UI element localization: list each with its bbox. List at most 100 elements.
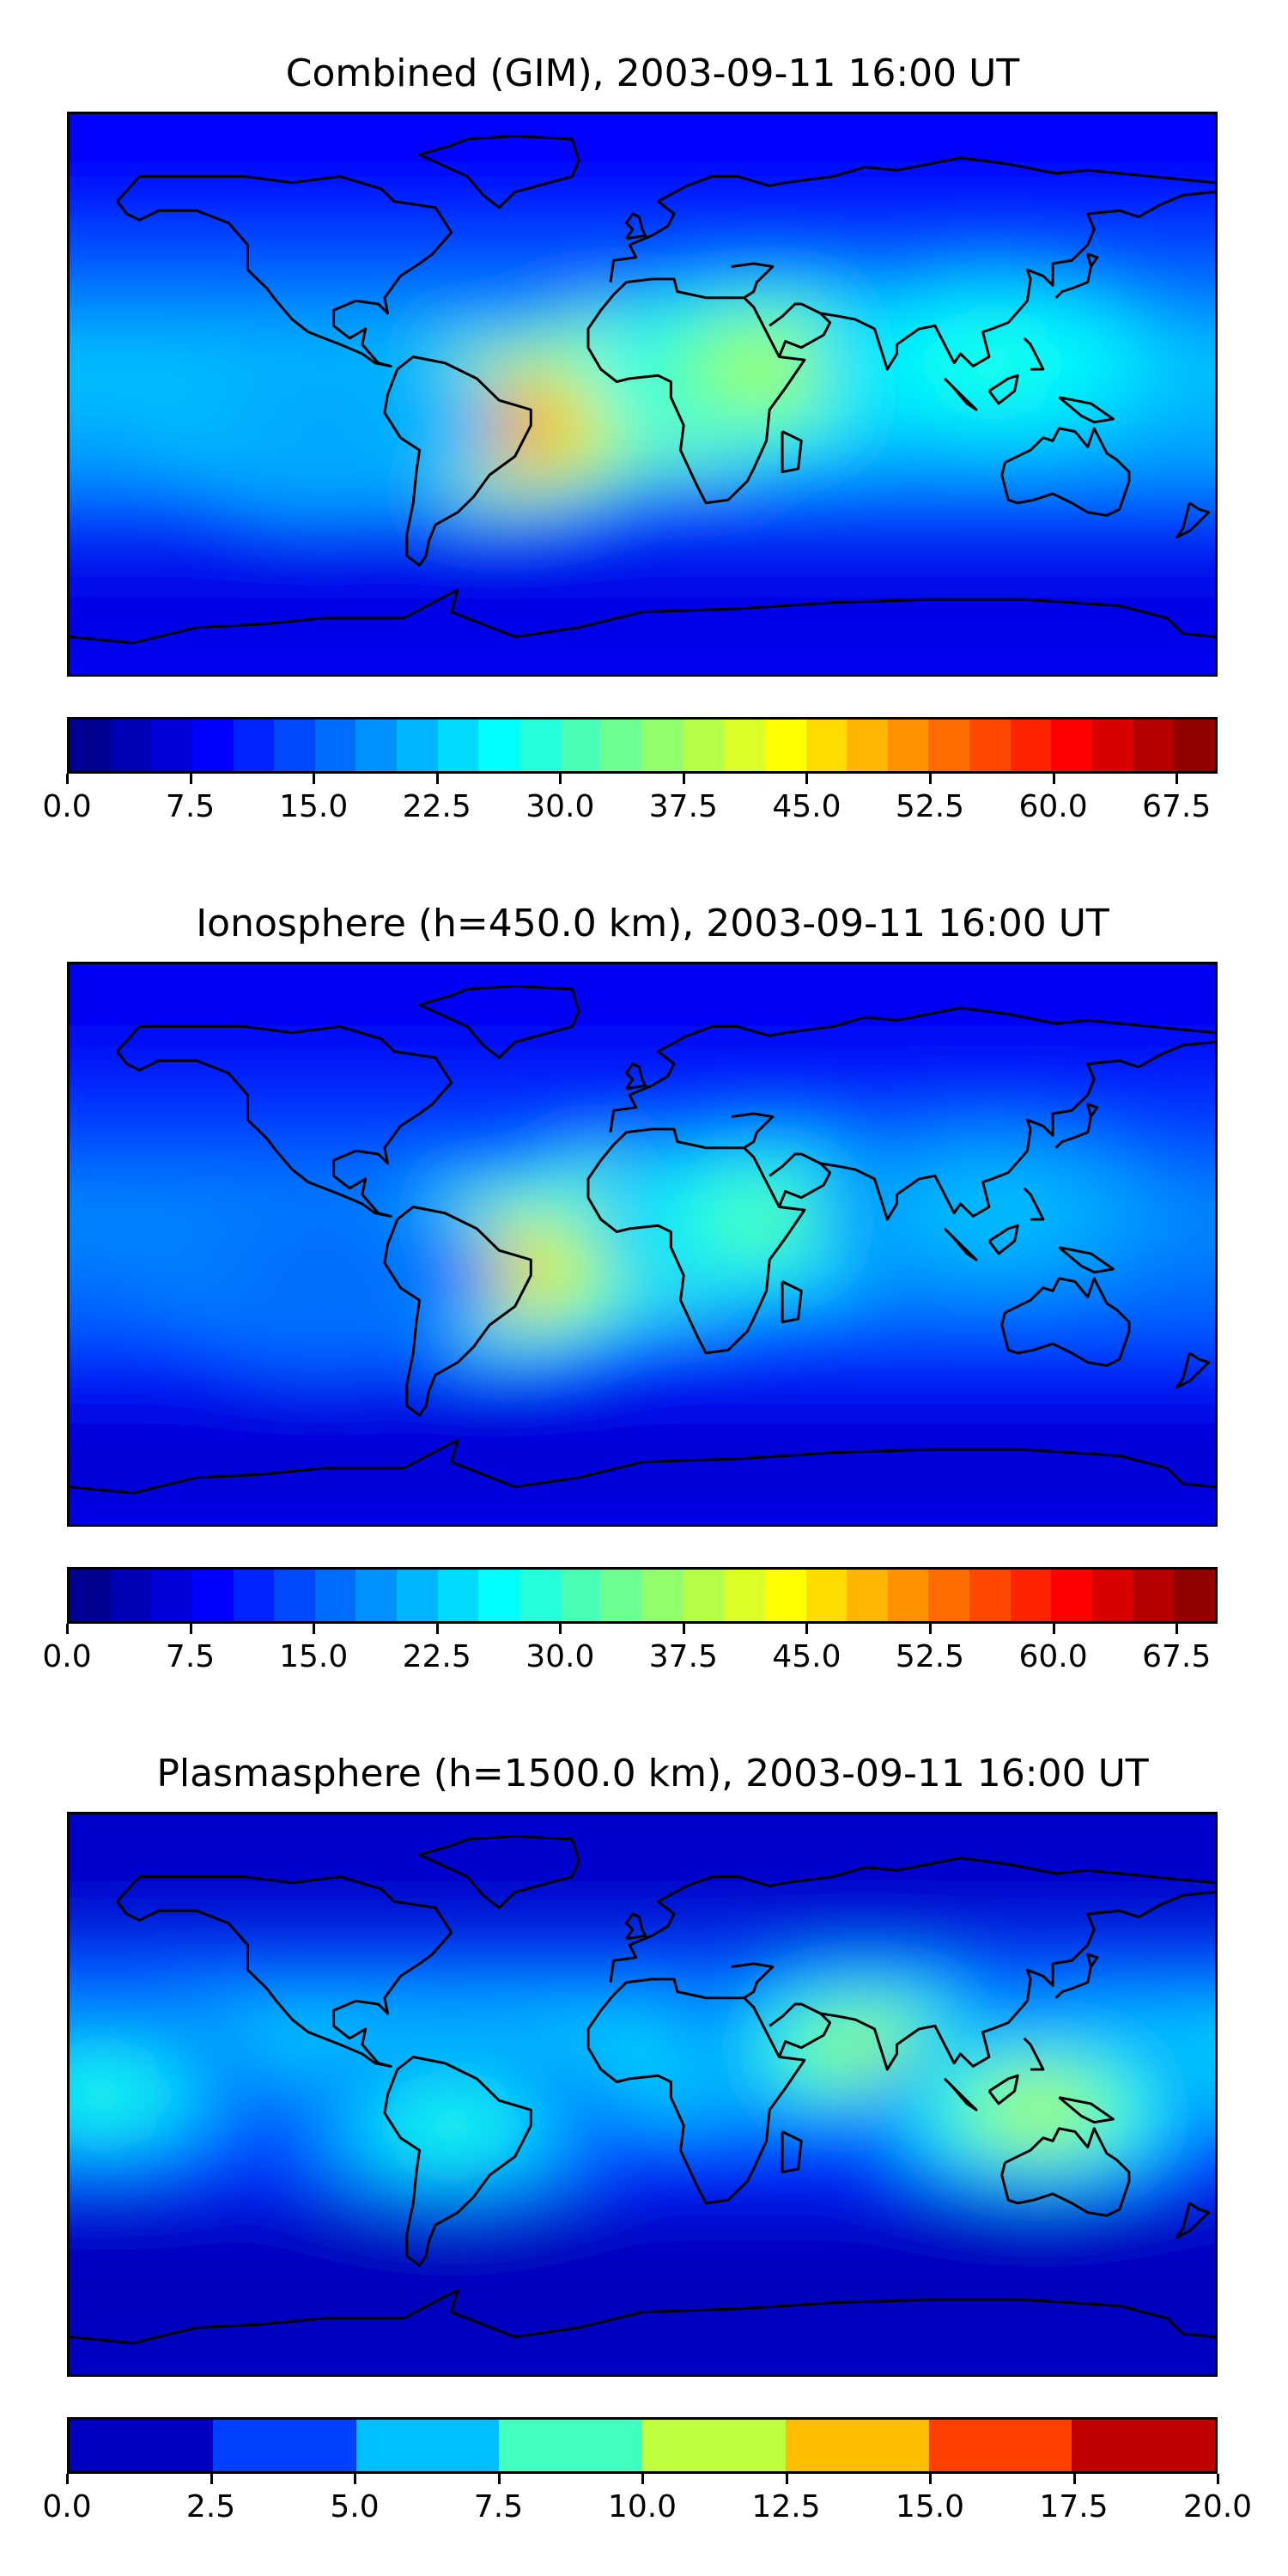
coastline (116, 1874, 453, 2068)
coastline (1054, 1953, 1099, 1999)
tick-label: 67.5 (1142, 789, 1212, 824)
colorbar-segment (1133, 720, 1175, 771)
colorbar-segment (764, 1570, 806, 1621)
colorbar-combined (67, 717, 1218, 774)
colorbar-ticks-combined: 0.0 7.5 15.0 22.5 30.0 37.5 45.0 52.5 60.0 67.5 (42, 774, 1218, 825)
tick-mark (1176, 774, 1179, 784)
coastline (586, 1978, 806, 2205)
tick-label: 52.5 (895, 789, 965, 824)
colorbar-segment (1072, 2420, 1215, 2471)
heatmap-band (70, 2202, 1215, 2374)
tick-label: 2.5 (185, 2489, 236, 2524)
tick-label: 7.5 (165, 789, 216, 824)
heatmap-band (70, 114, 1215, 223)
map-ionosphere (67, 962, 1218, 1527)
coastline (418, 984, 580, 1060)
colorbar-segment (233, 720, 275, 771)
coastlines (70, 1834, 1215, 2345)
map-combined (67, 112, 1218, 677)
tick-mark (1176, 1624, 1179, 1634)
colorbar-ionosphere (67, 1567, 1218, 1624)
colorbar-segment (847, 720, 888, 771)
coastline (769, 1152, 832, 1208)
tick-label: 22.5 (402, 1639, 471, 1674)
tick-mark (559, 774, 562, 784)
tick-label: 60.0 (1018, 1639, 1088, 1674)
colorbar-segment (887, 1570, 929, 1621)
tick-label: 15.0 (279, 789, 349, 824)
coastline (609, 156, 1215, 283)
heatmap-combined (70, 114, 1215, 674)
colorbar-segment (274, 1570, 315, 1621)
heatmap-peak (268, 1244, 380, 1306)
colorbar-segment (969, 1570, 1011, 1621)
coastline (383, 2056, 532, 2267)
tick-label: 22.5 (402, 789, 471, 824)
colorbar-segment (314, 720, 356, 771)
coastline (731, 262, 775, 299)
coastline (781, 2130, 803, 2174)
colorbar-segment (724, 720, 765, 771)
tick-label: 20.0 (1182, 2489, 1253, 2524)
coastline (820, 1891, 1215, 2071)
tick-mark (929, 774, 932, 784)
coastline (731, 1112, 775, 1149)
colorbar-segment (1051, 720, 1093, 771)
coastline (383, 1206, 532, 1417)
coastline (769, 302, 832, 358)
tick-label: 37.5 (648, 789, 718, 824)
tick-mark (66, 774, 69, 784)
heatmap-band (70, 1072, 1215, 1136)
colorbar-segment (1092, 720, 1133, 771)
colorbar-segment (928, 720, 970, 771)
tick-label: 5.0 (330, 2489, 380, 2524)
coastline (609, 1006, 1215, 1133)
coastline (70, 588, 1215, 645)
coastline (1058, 2096, 1115, 2124)
tick-label: 7.5 (165, 1639, 216, 1674)
colorbar-segment (355, 720, 398, 771)
tick-mark (435, 774, 439, 784)
tick-mark (1052, 774, 1055, 784)
tick-mark (1217, 2474, 1219, 2484)
tick-mark (805, 1624, 809, 1634)
colorbar-segment (601, 720, 642, 771)
colorbar-segment (1051, 1570, 1093, 1621)
tick-mark (785, 2474, 788, 2484)
colorbar-segment (928, 2420, 1072, 2471)
tick-mark (313, 774, 316, 784)
tick-label: 7.5 (473, 2489, 524, 2524)
colorbar-ticks-plasmasphere: 0.0 2.5 5.0 7.5 10.0 12.5 15.0 17.5 20.0 (42, 2474, 1252, 2525)
chart-title-combined: Combined (GIM), 2003-09-11 16:00 UT (285, 52, 1020, 95)
coastline (943, 377, 978, 411)
colorbar-segment (355, 1570, 398, 1621)
heatmap-peak (936, 332, 1048, 394)
colorbar-segment (928, 1570, 970, 1621)
colorbar-segment (212, 2420, 356, 2471)
colorbar-segment (397, 1570, 438, 1621)
tick-label: 45.0 (772, 1639, 841, 1674)
coastline (731, 1962, 775, 1999)
coastline (624, 1062, 647, 1091)
colorbar-segment (805, 1570, 848, 1621)
tick-mark (435, 1624, 439, 1634)
colorbar-segment (805, 720, 848, 771)
coastline (781, 430, 803, 474)
tick-mark (189, 1624, 192, 1634)
coastline (987, 2074, 1019, 2105)
tick-label: 0.0 (42, 1639, 92, 1674)
colorbar-segment (314, 1570, 356, 1621)
colorbar-segment (233, 1570, 275, 1621)
coastline (586, 1127, 806, 1355)
colorbar-segment (1133, 1570, 1175, 1621)
tick-mark (682, 1624, 685, 1634)
chart-title-ionosphere: Ionosphere (h=450.0 km), 2003-09-11 16:0… (196, 902, 1109, 945)
colorbar-segment (887, 720, 929, 771)
heatmap-peak (984, 2079, 1096, 2141)
tick-mark (313, 1624, 316, 1634)
tick-mark (641, 2474, 644, 2484)
colorbar-segment (601, 1570, 642, 1621)
coastline (987, 1224, 1019, 1255)
coastline (1023, 2037, 1045, 2071)
coastline (943, 2077, 978, 2111)
